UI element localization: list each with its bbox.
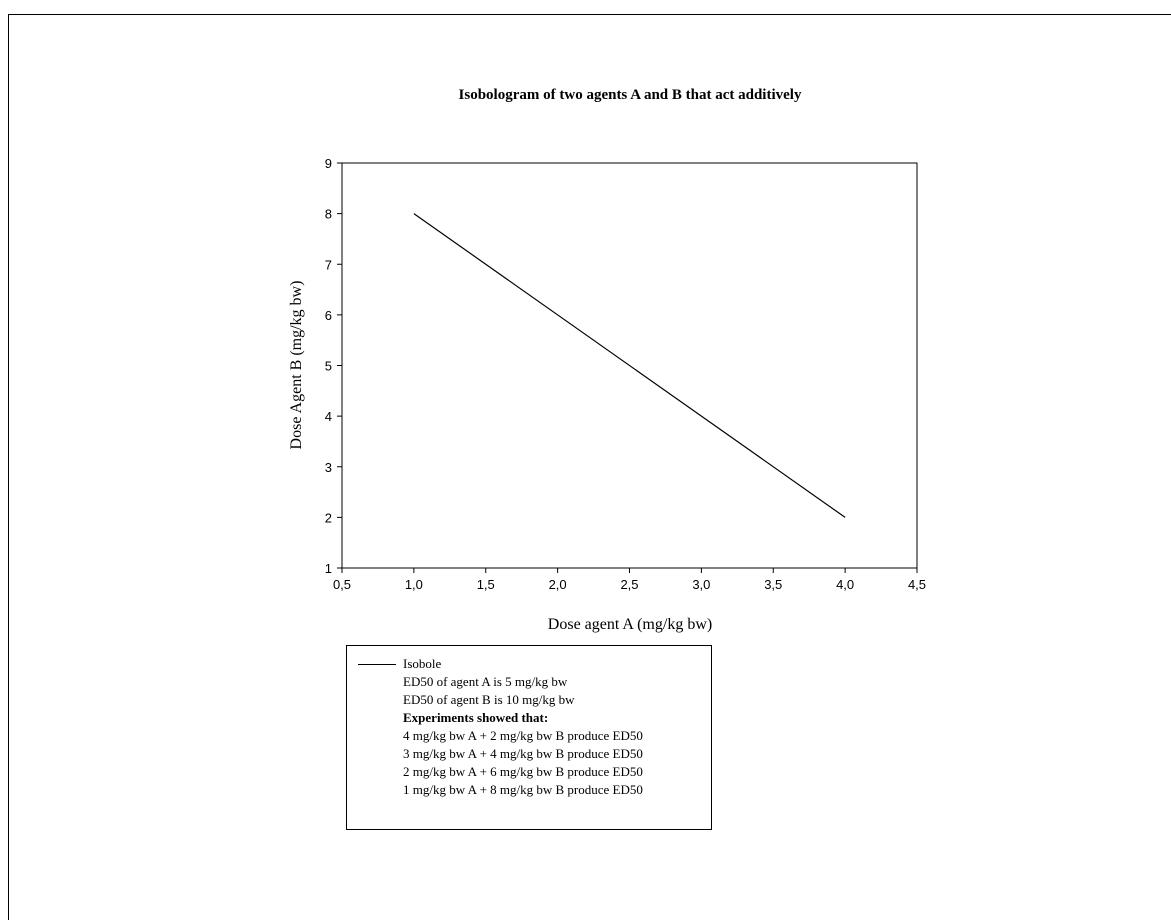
x-tick-label: 3,5 <box>764 577 782 592</box>
x-tick-label: 0,5 <box>333 577 351 592</box>
series-layer <box>413 213 846 518</box>
chart-title: Isobologram of two agents A and B that a… <box>458 87 802 103</box>
y-tick-label: 8 <box>325 207 332 222</box>
x-tick-label: 4,0 <box>836 577 854 592</box>
x-tick-label: 4,5 <box>908 577 926 592</box>
y-tick-label: 4 <box>325 409 332 424</box>
y-tick-label: 5 <box>325 359 332 374</box>
legend-note-combo-2: 3 mg/kg bw A + 4 mg/kg bw B produce ED50 <box>403 746 643 761</box>
y-tick-label: 1 <box>325 561 332 576</box>
x-tick-label: 3,0 <box>692 577 710 592</box>
y-axis-ticks: 1 2 3 4 5 6 7 8 9 <box>325 156 342 576</box>
x-tick-label: 1,0 <box>405 577 423 592</box>
y-tick-label: 2 <box>325 510 332 525</box>
y-tick-label: 3 <box>325 460 332 475</box>
y-axis-title: Dose Agent B (mg/kg bw) <box>288 281 305 450</box>
legend-note-combo-3: 2 mg/kg bw A + 6 mg/kg bw B produce ED50 <box>403 764 643 779</box>
x-tick-label: 2,5 <box>620 577 638 592</box>
y-tick-label: 9 <box>325 156 332 171</box>
legend-note-ed50-b: ED50 of agent B is 10 mg/kg bw <box>403 692 575 707</box>
y-tick-label: 6 <box>325 308 332 323</box>
x-axis-title: Dose agent A (mg/kg bw) <box>548 616 712 633</box>
x-tick-label: 1,5 <box>477 577 495 592</box>
legend-swatch-isobole <box>358 664 396 665</box>
x-axis-ticks: 0,5 1,0 1,5 2,0 2,5 3,0 3,5 4,0 4,5 <box>333 568 926 592</box>
y-tick-label: 7 <box>325 257 332 272</box>
legend-box: Isobole ED50 of agent A is 5 mg/kg bw ED… <box>346 645 712 830</box>
legend-note-combo-4: 1 mg/kg bw A + 8 mg/kg bw B produce ED50 <box>403 782 643 797</box>
legend-note-ed50-a: ED50 of agent A is 5 mg/kg bw <box>403 674 568 689</box>
legend-note-heading: Experiments showed that: <box>403 710 549 725</box>
legend-note-combo-1: 4 mg/kg bw A + 2 mg/kg bw B produce ED50 <box>403 728 643 743</box>
page-frame <box>8 14 1171 920</box>
legend-item-isobole: Isobole <box>403 656 442 671</box>
series-line-isobole <box>413 213 846 518</box>
x-tick-label: 2,0 <box>549 577 567 592</box>
